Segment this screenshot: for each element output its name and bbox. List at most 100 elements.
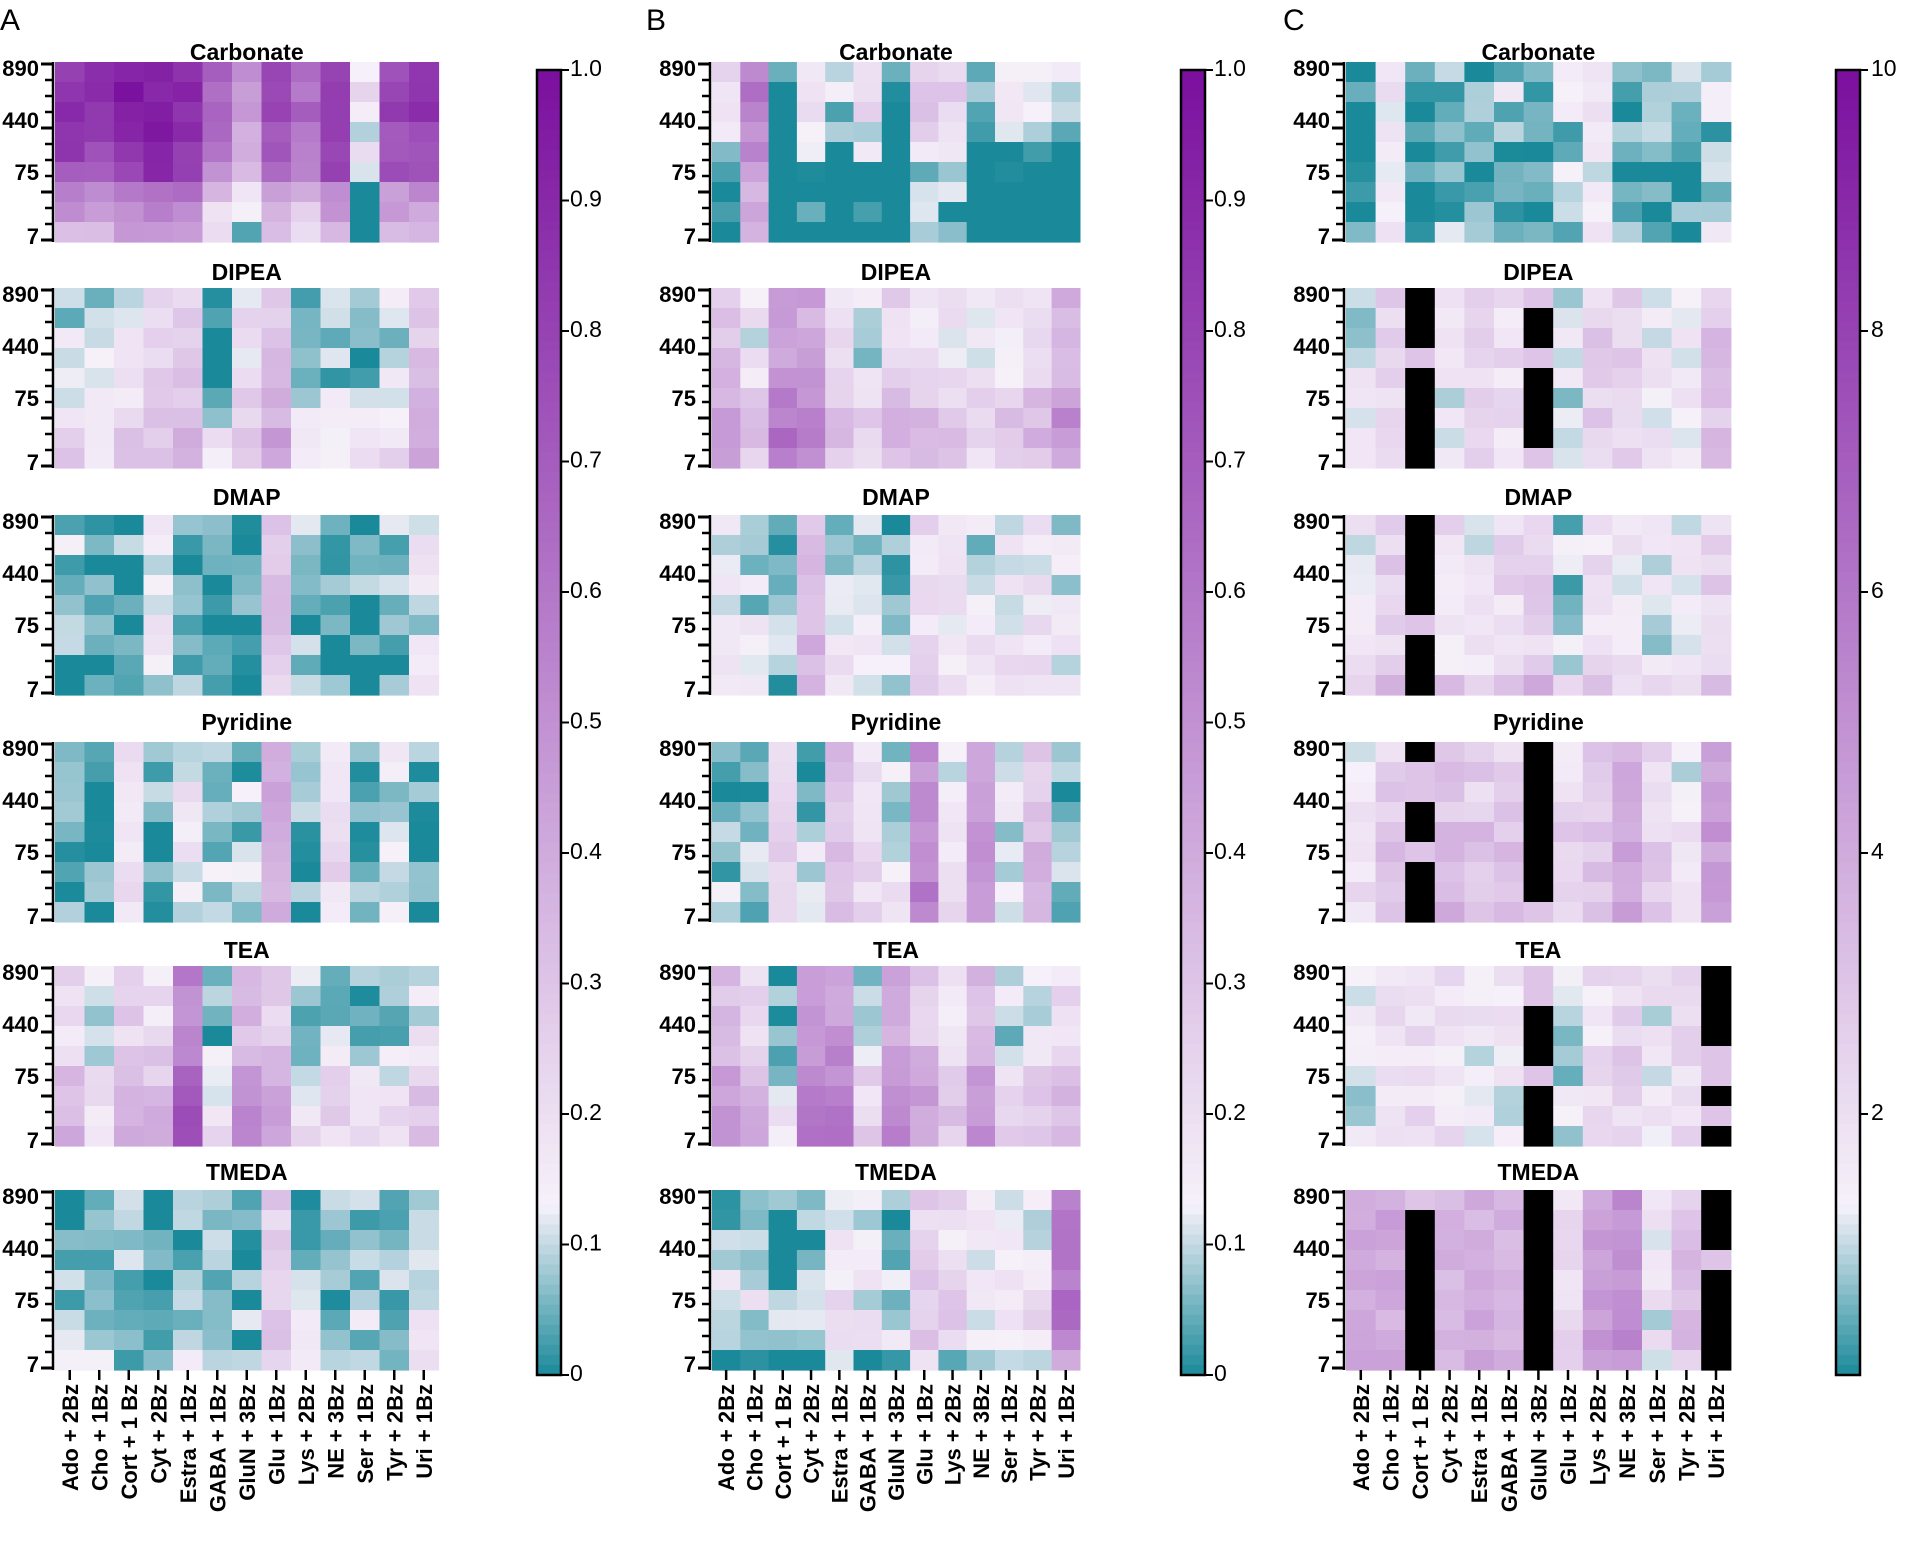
heatmap-cell: [202, 655, 233, 676]
heatmap-cell: [1023, 1270, 1053, 1291]
heatmap-cell: [910, 1210, 939, 1231]
heatmap-cell: [1671, 842, 1702, 863]
heatmap-cell: [796, 142, 826, 163]
heatmap-cell: [1051, 1290, 1081, 1311]
colorbar-segment: [1836, 581, 1860, 593]
heatmap-cell: [1023, 182, 1053, 203]
heatmap-cell: [114, 222, 145, 243]
heatmap-cell: [291, 1310, 322, 1331]
heatmap-cell: [173, 182, 204, 203]
heatmap-cell: [409, 1106, 440, 1127]
colorbar-segment: [1181, 110, 1205, 121]
heatmap-cell: [938, 62, 968, 83]
heatmap-cell: [1346, 802, 1377, 823]
heatmap-cell: [202, 222, 233, 243]
heatmap-cell: [173, 348, 204, 369]
heatmap-cell: [1612, 575, 1643, 596]
heatmap-cell: [966, 675, 996, 696]
y-tick-label: 440: [1293, 1012, 1330, 1037]
heatmap-cell: [409, 182, 440, 203]
heatmap-cell: [938, 595, 968, 616]
heatmap-cell: [1051, 595, 1081, 616]
heatmap-cell: [1023, 555, 1053, 576]
heatmap-cell: [853, 1330, 883, 1351]
heatmap-cell: [740, 902, 770, 923]
heatmap-cell: [84, 288, 115, 309]
heatmap-cell: [114, 328, 145, 349]
heatmap-cell: [320, 82, 351, 103]
colorbar-segment: [1836, 622, 1860, 633]
heatmap-cell: [55, 202, 86, 223]
heatmap-cell: [202, 966, 233, 987]
colorbar-segment: [1836, 501, 1860, 513]
colorbar-segment: [1836, 1154, 1860, 1165]
heatmap-cell: [740, 575, 770, 596]
heatmap-cell: [881, 102, 911, 123]
colorbar-segment: [1181, 853, 1205, 864]
heatmap-cell: [712, 1126, 741, 1147]
colorbar-segment: [1181, 1204, 1205, 1215]
heatmap-cell: [966, 595, 996, 616]
colorbar-segment: [1836, 1234, 1860, 1246]
heatmap-cell: [1642, 1230, 1673, 1251]
colorbar-segment: [1836, 933, 1860, 944]
heatmap-cell: [853, 448, 883, 469]
heatmap-cell: [143, 1270, 174, 1291]
heatmap-cell: [320, 388, 351, 409]
heatmap-cell: [768, 1006, 798, 1027]
heatmap-cell: [938, 635, 968, 656]
colorbar-segment: [1836, 441, 1860, 453]
heatmap-cell: [1051, 1026, 1081, 1047]
heatmap-cell: [232, 328, 263, 349]
heatmap-cell: [350, 288, 381, 309]
heatmap-cell: [853, 635, 883, 656]
heatmap-cell: [1612, 102, 1643, 123]
heatmap-cell: [350, 615, 381, 636]
heatmap-cell: [712, 1310, 741, 1331]
heatmap-cell: [409, 842, 440, 863]
heatmap-cell: [910, 1046, 939, 1067]
heatmap-cell: [379, 555, 410, 576]
heatmap-cell: [740, 1046, 770, 1067]
heatmap-cell: [1405, 655, 1436, 676]
heatmap-cell: [232, 1006, 263, 1027]
heatmap-cell: [1553, 986, 1584, 1007]
heatmap-cell: [1523, 986, 1554, 1007]
heatmap-cell: [291, 1126, 322, 1147]
heatmap-cell: [232, 408, 263, 429]
heatmap-cell: [938, 615, 968, 636]
heatmap-cell: [261, 1270, 292, 1291]
heatmap-cell: [291, 1350, 322, 1371]
colorbar-segment: [537, 1204, 561, 1215]
heatmap-cell: [796, 655, 826, 676]
x-tick-label: Estra + 1Bz: [827, 1384, 852, 1503]
colorbar-tick-label: 0.4: [1214, 838, 1246, 864]
heatmap-cell: [84, 202, 115, 223]
heatmap-cell: [1434, 202, 1465, 223]
colorbar-segment: [1181, 361, 1205, 372]
heatmap-cell: [768, 62, 798, 83]
heatmap-cell: [1346, 288, 1377, 309]
heatmap-cell: [232, 308, 263, 329]
heatmap-cell: [202, 595, 233, 616]
heatmap-cell: [1671, 1230, 1702, 1251]
heatmap-cell: [1671, 348, 1702, 369]
heatmap-cell: [995, 1350, 1024, 1371]
heatmap-cell: [1023, 1330, 1053, 1351]
heatmap-cell: [1553, 202, 1584, 223]
heatmap-cell: [1671, 62, 1702, 83]
heatmap-cell: [114, 842, 145, 863]
heatmap-cell: [350, 1106, 381, 1127]
heatmap-cell: [740, 1290, 770, 1311]
colorbar-segment: [1836, 431, 1860, 443]
heatmap-cell: [350, 1190, 381, 1211]
heatmap-cell: [1642, 428, 1673, 449]
heatmap-cell: [1553, 902, 1584, 923]
heatmap-cell: [379, 162, 410, 183]
heatmap-cell: [910, 675, 939, 696]
heatmap-cell: [995, 1270, 1024, 1291]
heatmap-cell: [910, 555, 939, 576]
x-tick-label: GluN + 3Bz: [235, 1384, 260, 1501]
heatmap-cell: [173, 222, 204, 243]
